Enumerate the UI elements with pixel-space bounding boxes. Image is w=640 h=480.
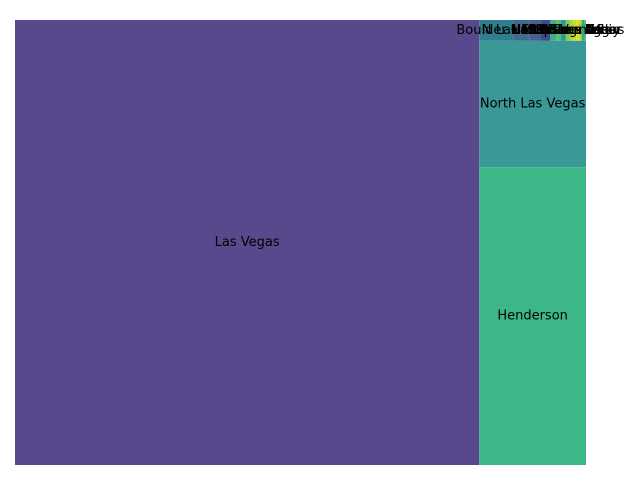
treemap-label: North Las Vegas — [480, 96, 586, 111]
treemap-rect — [579, 20, 582, 41]
treemap-rect — [556, 20, 561, 41]
treemap-rect — [560, 20, 566, 41]
treemap-rect — [513, 20, 530, 41]
treemap-label: Sunrise Manor — [528, 23, 622, 38]
treemap-rect — [565, 20, 570, 41]
treemap-rect — [479, 167, 586, 465]
treemap-cell: las vegas — [541, 20, 602, 41]
treemap-label: N. Las Vegas — [541, 23, 624, 38]
treemap-cell: Sunrise Manor — [528, 20, 622, 41]
treemap-rect — [550, 20, 557, 41]
treemap-rect — [581, 20, 585, 41]
treemap-rect — [569, 20, 574, 41]
treemap-cell: North Las Vegas — [511, 20, 617, 41]
treemap-label: Spring Valley — [535, 23, 620, 38]
treemap-cell: Summerlin — [550, 20, 621, 41]
treemap-rect — [540, 20, 551, 41]
treemap-rect — [573, 20, 577, 41]
treemap-cell: Henderson — [479, 167, 586, 465]
treemap-label: Paradise — [553, 23, 608, 38]
treemap-rect — [584, 20, 586, 41]
treemap-cell: Spring Valley — [535, 20, 620, 41]
treemap-rect — [479, 40, 586, 168]
treemap-rect — [529, 20, 541, 41]
treemap-label: las vegas — [541, 23, 602, 38]
treemap-cell: Las Vegas — [15, 20, 480, 465]
treemap-cell: North Las Vegas — [479, 40, 586, 168]
treemap-label: Las Vegas — [215, 235, 280, 250]
treemap-rect — [15, 20, 480, 465]
treemap-cell: Paradise — [553, 20, 608, 41]
treemap-label: Henderson — [497, 309, 568, 324]
treemap-label: Summerlin — [550, 23, 621, 38]
treemap-rect — [576, 20, 580, 41]
treemap-rect — [479, 20, 514, 41]
treemap-label: North Las Vegas — [511, 23, 617, 38]
treemap-cell: N. Las Vegas — [541, 20, 625, 41]
